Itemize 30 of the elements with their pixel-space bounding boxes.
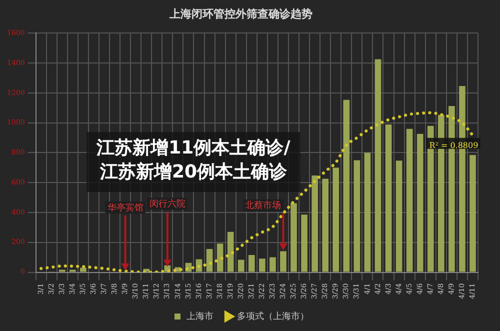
annotation: 华亭宾馆 [107, 202, 144, 214]
bar [227, 232, 234, 272]
bar [80, 268, 86, 272]
bar [364, 152, 371, 272]
bar [216, 244, 224, 272]
bar [416, 134, 424, 272]
bar [312, 175, 318, 272]
bar [248, 254, 255, 272]
bar [354, 160, 360, 272]
bar [301, 214, 308, 272]
bar [259, 258, 266, 272]
legend-label: 上海市 [186, 310, 214, 322]
bar [343, 100, 350, 272]
bar [290, 203, 297, 272]
annotation: 江苏新增11例本土确诊/江苏新增20例本土确诊 [96, 138, 291, 183]
bar [385, 124, 392, 272]
bar [206, 248, 213, 272]
annotation: 闵行六院 [149, 198, 186, 210]
bar [238, 260, 244, 272]
chart-title: 上海闭环管控外筛查确诊趋势 [168, 7, 312, 20]
legend-label: 多项式（上海市） [237, 310, 309, 322]
bar [374, 59, 382, 272]
bar [470, 154, 476, 272]
bar [396, 160, 402, 272]
bar [332, 168, 340, 272]
annotation: 北蔡市场 [245, 200, 282, 212]
bar [270, 257, 276, 272]
bar [406, 128, 413, 272]
annotation: R² = 0.8809 [429, 140, 478, 150]
bar [322, 178, 328, 272]
